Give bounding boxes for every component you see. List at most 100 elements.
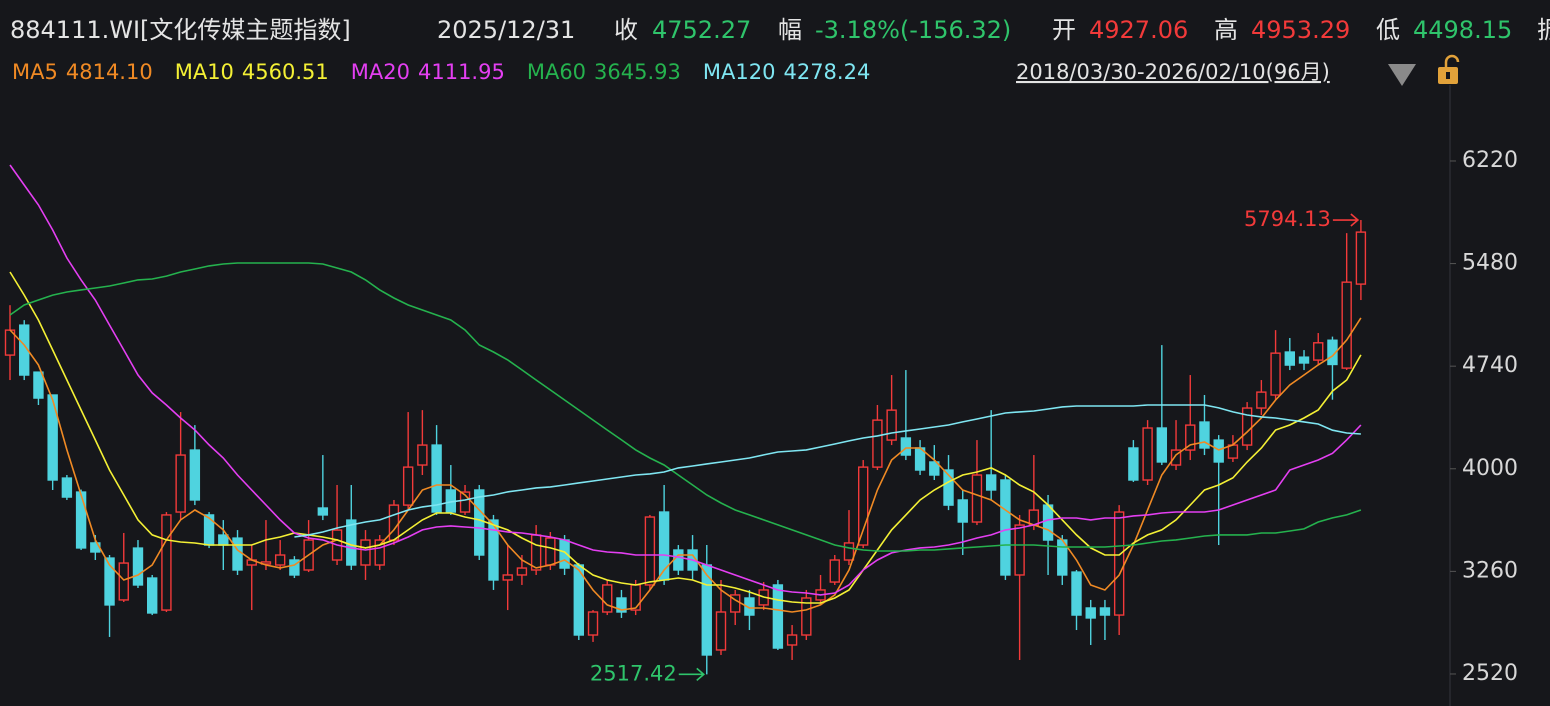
y-tick-label: 3260 — [1462, 558, 1518, 583]
ma-line — [9, 271, 1362, 604]
header: 884111.WI[文化传媒主题指数] 2025/12/31 收 4752.27… — [10, 16, 1550, 86]
candle-body — [1128, 447, 1139, 481]
candle-body — [1142, 427, 1153, 481]
low-label: 低 — [1376, 16, 1400, 44]
candle-body — [189, 449, 201, 501]
candle-body — [1213, 439, 1224, 463]
high-value: 4953.29 — [1251, 16, 1350, 44]
candle-body — [104, 557, 115, 606]
candle-body — [630, 584, 641, 611]
range-dropdown[interactable] — [1388, 64, 1416, 86]
ma-line — [9, 262, 1362, 552]
lock-icon[interactable] — [1438, 54, 1460, 84]
candle-body — [843, 542, 855, 561]
candle-body — [957, 499, 968, 523]
candle-body — [388, 504, 400, 541]
y-tick-label: 6220 — [1462, 148, 1518, 173]
candle-body — [218, 534, 229, 546]
candle-body — [644, 516, 656, 586]
candle-body — [1185, 424, 1196, 451]
candle-body — [829, 559, 840, 583]
high-label: 高 — [1214, 16, 1238, 44]
candle-body — [545, 537, 556, 566]
legend: MA5 4814.10 MA10 4560.51 MA20 4111.95 MA60 3645… — [12, 60, 870, 84]
candle-body — [47, 394, 58, 481]
close-value: 4752.27 — [652, 16, 751, 44]
candle-body — [402, 466, 414, 506]
candle-body — [1014, 524, 1025, 576]
candle-body — [516, 567, 528, 576]
candle-body — [161, 514, 172, 611]
candle-body — [715, 611, 727, 651]
candle-body — [459, 491, 471, 513]
candle-body — [232, 537, 243, 571]
candle-body — [346, 519, 357, 566]
low-marker-arrow — [678, 667, 706, 681]
candle-body — [488, 519, 499, 581]
candle-body — [1313, 342, 1324, 361]
candle-body — [602, 584, 613, 613]
change-value: -3.18%(-156.32) — [815, 16, 1011, 44]
candle-body — [530, 534, 542, 571]
candle-body — [1199, 421, 1210, 449]
candle-body — [118, 562, 129, 601]
ma-line — [9, 317, 1362, 613]
candle-body — [1028, 509, 1040, 526]
candle-body — [1270, 352, 1281, 396]
candle-body — [858, 466, 869, 546]
date: 2025/12/31 — [437, 16, 575, 44]
candle-body — [132, 547, 144, 586]
candle-body — [431, 444, 442, 513]
candle-body — [744, 597, 755, 616]
candle-body — [1227, 444, 1239, 459]
legend-name: MA20 — [351, 60, 410, 84]
ma-line — [294, 404, 1361, 538]
high-marker-arrow — [1332, 213, 1360, 227]
candle-body — [175, 454, 186, 513]
legend-value: 4560.51 — [242, 60, 329, 84]
candle-body — [929, 461, 940, 476]
candle-body — [872, 419, 883, 468]
candle-body — [971, 474, 983, 523]
candle-body — [587, 611, 599, 636]
candle-body — [1284, 351, 1296, 366]
candle-body — [360, 539, 371, 566]
candle-body — [1071, 571, 1082, 616]
y-tick-label: 5480 — [1462, 251, 1518, 276]
candle-body — [1113, 511, 1125, 616]
candle-body — [772, 584, 784, 649]
candle-body — [730, 594, 741, 613]
candle-body — [61, 477, 73, 498]
candle-body — [1170, 449, 1182, 466]
low-value: 4498.15 — [1413, 16, 1512, 44]
y-tick-label: 4740 — [1462, 353, 1518, 378]
candle-body — [502, 574, 513, 581]
amp-label: 振 — [1537, 16, 1550, 44]
candle-body — [1099, 607, 1111, 616]
change-label: 幅 — [778, 16, 802, 44]
candle-body — [1355, 231, 1367, 285]
low-marker-label: 2517.42 — [590, 661, 677, 685]
candle-body — [801, 597, 812, 636]
candle-body — [1042, 504, 1054, 541]
close-label: 收 — [614, 16, 638, 44]
legend-value: 4814.10 — [66, 60, 153, 84]
plot-area: 2520 3260 4000 4740 5480 6220 5794.13 2517.42 — [4, 148, 1518, 686]
index-title: 884111.WI[文化传媒主题指数] — [10, 16, 351, 44]
legend-name: MA60 — [527, 60, 586, 84]
date-range[interactable]: 2018/03/30-2026/02/10(96月) — [1016, 60, 1330, 84]
candle-body — [417, 444, 428, 466]
candle-body — [1156, 427, 1168, 463]
y-tick-label: 2520 — [1462, 661, 1518, 686]
candle-body — [1000, 479, 1011, 576]
candle-body — [203, 514, 215, 546]
candle-body — [985, 474, 997, 491]
legend-name: MA10 — [175, 60, 234, 84]
y-tick-label: 4000 — [1462, 456, 1518, 481]
ma-line — [9, 164, 1362, 596]
candle-body — [943, 469, 954, 506]
candle-body — [474, 489, 485, 556]
candle-body — [146, 577, 158, 614]
candle-body — [75, 491, 87, 549]
legend-name: MA120 — [703, 60, 776, 84]
